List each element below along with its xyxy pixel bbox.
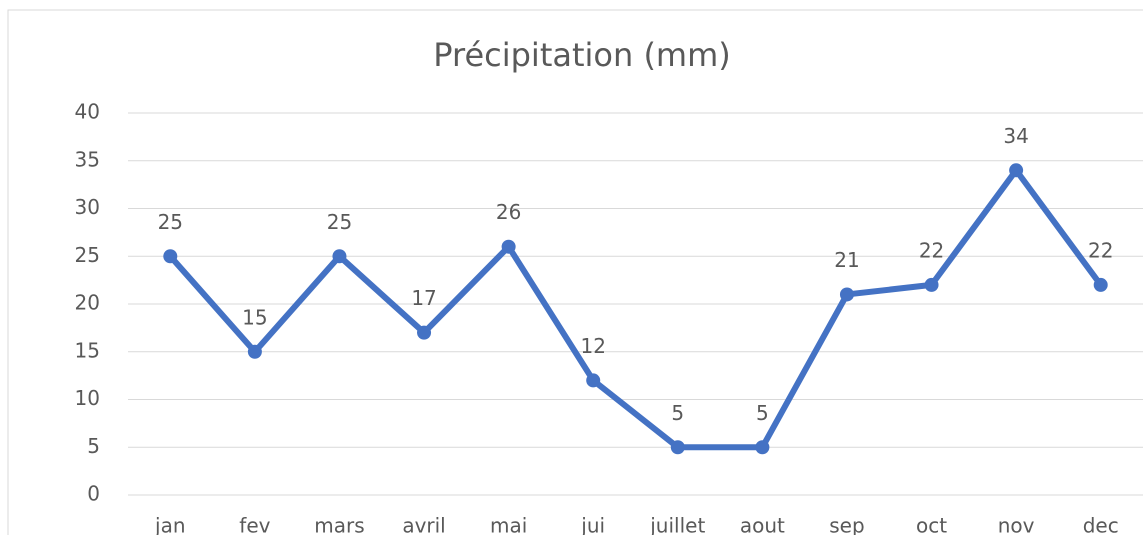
data-label: 22	[1088, 238, 1113, 262]
data-label: 22	[919, 238, 944, 262]
data-label: 21	[834, 248, 859, 272]
y-tick-label: 40	[75, 100, 100, 124]
y-tick-label: 25	[75, 243, 100, 267]
x-tick-label: avril	[402, 514, 445, 535]
x-tick-label: mai	[490, 514, 527, 535]
data-label: 5	[756, 401, 769, 425]
x-tick-label: fev	[239, 514, 270, 535]
x-tick-label: nov	[998, 514, 1035, 535]
x-tick-label: jui	[580, 514, 605, 535]
y-tick-label: 15	[75, 338, 100, 362]
x-tick-label: oct	[916, 514, 947, 535]
point	[1093, 277, 1108, 292]
point	[755, 440, 770, 455]
chart-frame	[7, 9, 1143, 535]
x-tick-label: sep	[829, 514, 864, 535]
x-tick-label: dec	[1083, 514, 1119, 535]
data-label: 12	[580, 334, 605, 358]
line-series	[168, 167, 1104, 451]
data-label: 15	[242, 305, 267, 329]
point	[417, 325, 432, 340]
chart-title: Précipitation (mm)	[433, 36, 731, 74]
point	[247, 344, 262, 359]
x-tick-label: mars	[314, 514, 364, 535]
y-tick-label: 30	[75, 195, 100, 219]
y-tick-label: 5	[87, 434, 100, 458]
point	[839, 287, 854, 302]
point	[670, 440, 685, 455]
point	[501, 239, 516, 254]
x-tick-label: aout	[740, 514, 785, 535]
x-tick-label: jan	[154, 514, 186, 535]
y-tick-label: 0	[87, 482, 100, 506]
data-label: 25	[158, 210, 183, 234]
point	[332, 249, 347, 264]
point	[163, 249, 178, 264]
data-label: 34	[1003, 124, 1028, 148]
y-tick-label: 10	[75, 386, 100, 410]
point	[586, 373, 601, 388]
x-tick-label: juillet	[649, 514, 705, 535]
data-label: 5	[671, 401, 684, 425]
y-tick-label: 35	[75, 147, 100, 171]
y-tick-label: 20	[75, 291, 100, 315]
data-label: 17	[411, 286, 436, 310]
data-label: 25	[327, 210, 352, 234]
point	[1009, 163, 1024, 178]
data-label: 26	[496, 200, 521, 224]
point	[924, 277, 939, 292]
